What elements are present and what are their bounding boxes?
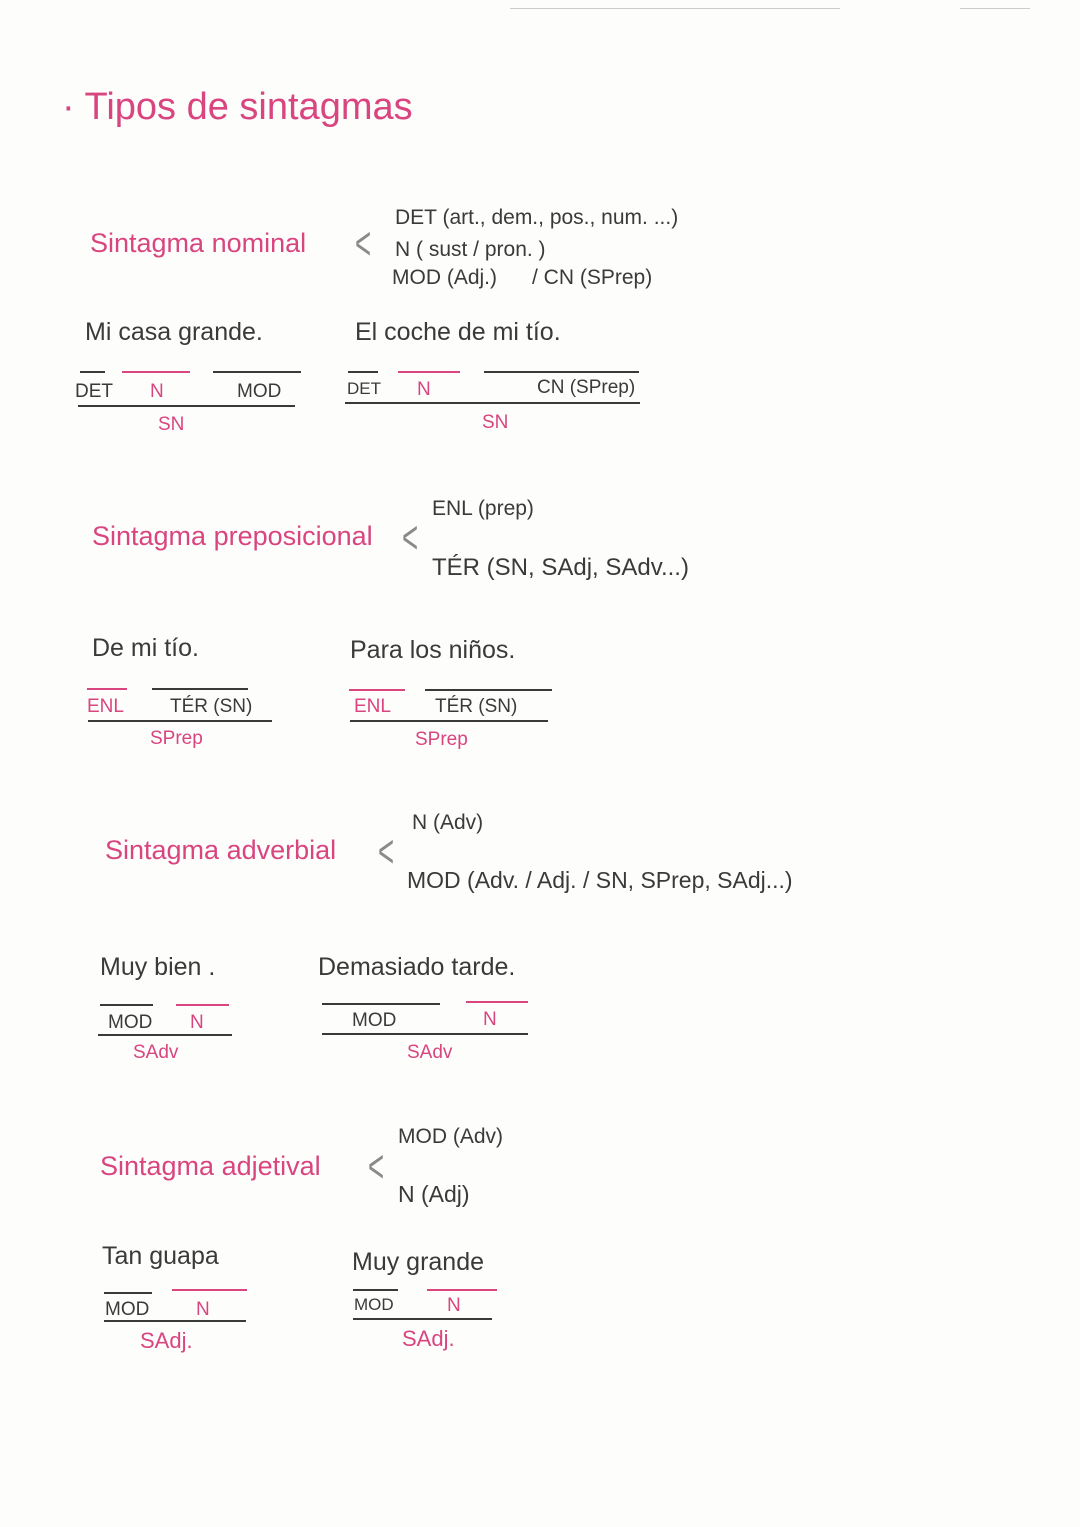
example-sentence: Mi casa grande.	[85, 318, 263, 346]
example-sentence: Tan guapa	[102, 1242, 219, 1270]
phrase-label: SAdv	[407, 1042, 453, 1063]
label: MOD	[352, 1010, 397, 1031]
example-sentence: Muy grande	[352, 1248, 485, 1276]
label: N	[483, 1009, 497, 1030]
label: DET	[75, 381, 113, 402]
bracket: <	[355, 217, 372, 269]
label: N	[196, 1299, 210, 1320]
phrase-label: SAdj.	[402, 1326, 455, 1351]
bracket-line: ENL (prep)	[432, 497, 534, 520]
label: ENL	[354, 696, 391, 717]
label: MOD	[108, 1012, 153, 1033]
page-edge	[960, 8, 1030, 9]
label: CN (SPrep)	[537, 377, 636, 398]
label: N	[447, 1295, 461, 1316]
label: MOD	[237, 381, 282, 402]
section-heading: Sintagma nominal	[90, 228, 307, 258]
phrase-label: SAdj.	[140, 1328, 193, 1353]
bracket: <	[368, 1140, 385, 1192]
bracket: <	[378, 825, 395, 877]
example-sentence: El coche de mi tío.	[355, 318, 561, 346]
bracket-line: N ( sust / pron. )	[395, 238, 546, 261]
label: DET	[347, 379, 381, 398]
section-heading: Sintagma adverbial	[105, 835, 337, 865]
example-sentence: Para los niños.	[350, 636, 516, 664]
label: MOD	[354, 1295, 394, 1314]
example-sentence: Muy bien .	[100, 953, 216, 981]
label: MOD	[105, 1299, 150, 1320]
label: N	[190, 1012, 204, 1033]
label: TÉR (SN)	[170, 696, 253, 717]
bracket-line: MOD (Adv)	[398, 1125, 503, 1148]
phrase-label: SN	[158, 414, 185, 435]
page-edge	[510, 8, 840, 9]
label: ENL	[87, 696, 124, 717]
label: N	[417, 379, 431, 400]
label: N	[150, 381, 164, 402]
phrase-label: SAdv	[133, 1042, 179, 1063]
example-sentence: Demasiado tarde.	[318, 953, 516, 981]
phrase-label: SPrep	[150, 728, 203, 749]
bracket: <	[402, 511, 419, 563]
phrase-label: SPrep	[415, 729, 468, 750]
section-heading: Sintagma preposicional	[92, 521, 373, 551]
example-sentence: De mi tío.	[92, 634, 199, 662]
bracket-line: MOD (Adv. / Adj. / SN, SPrep, SAdj...)	[407, 867, 793, 893]
bracket-line: N (Adj)	[398, 1181, 470, 1207]
section-heading: Sintagma adjetival	[100, 1151, 321, 1181]
label: TÉR (SN)	[435, 696, 518, 717]
phrase-label: SN	[482, 412, 509, 433]
bracket-line: DET (art., dem., pos., num. ...)	[395, 206, 679, 229]
bracket-line: TÉR (SN, SAdj, SAdv...)	[432, 554, 689, 581]
bracket-line: N (Adv)	[412, 811, 484, 834]
bracket-line: MOD (Adj.) / CN (SPrep)	[392, 266, 653, 289]
page-title: · Tipos de sintagmas	[62, 86, 413, 128]
